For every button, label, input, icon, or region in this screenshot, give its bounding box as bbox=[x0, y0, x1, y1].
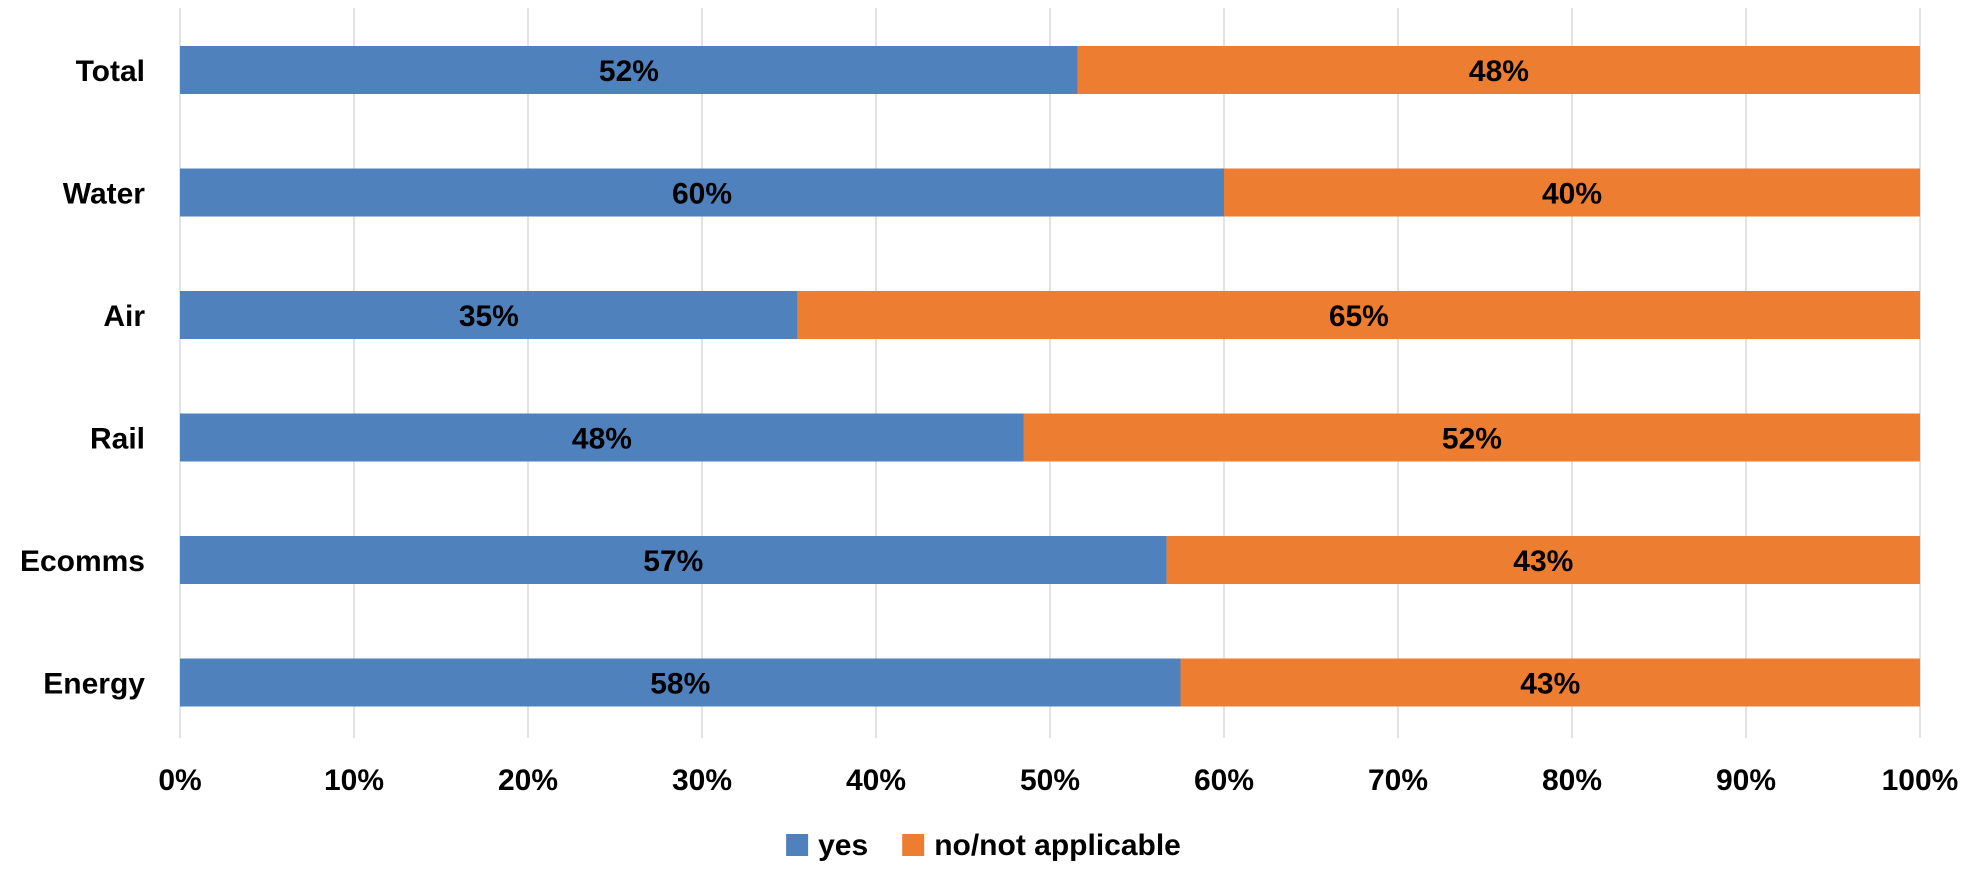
bar-segment-yes bbox=[180, 168, 1224, 217]
x-tick-label: 40% bbox=[846, 764, 906, 797]
data-label: 57% bbox=[643, 545, 703, 578]
x-tick-label: 70% bbox=[1368, 764, 1428, 797]
gridlines bbox=[179, 8, 1921, 738]
legend-swatch bbox=[902, 834, 925, 856]
bar-segment-yes bbox=[180, 658, 1181, 707]
bar-segment-yes bbox=[180, 291, 798, 339]
bar-segment-no-not-applicable bbox=[1166, 536, 1920, 584]
bar-segment-yes bbox=[180, 46, 1078, 94]
data-label: 52% bbox=[599, 55, 659, 88]
x-tick-label: 0% bbox=[158, 764, 201, 797]
bar-segment-no-not-applicable bbox=[1224, 168, 1920, 217]
data-label: 35% bbox=[459, 300, 519, 333]
bar-segment-no-not-applicable bbox=[1023, 413, 1920, 462]
legend-label: yes bbox=[818, 829, 868, 862]
x-tick-label: 60% bbox=[1194, 764, 1254, 797]
legend-item-yes: yes bbox=[786, 829, 868, 862]
bar-segment-yes bbox=[180, 413, 1024, 462]
x-tick-label: 80% bbox=[1542, 764, 1602, 797]
x-tick-label: 90% bbox=[1716, 764, 1776, 797]
data-label: 58% bbox=[650, 668, 710, 701]
category-label: Total bbox=[76, 55, 145, 88]
legend: yes no/not applicable bbox=[786, 829, 1181, 862]
legend-label: no/not applicable bbox=[934, 829, 1181, 862]
category-label: Air bbox=[103, 300, 145, 333]
x-tick-label: 50% bbox=[1020, 764, 1080, 797]
x-tick-label: 20% bbox=[498, 764, 558, 797]
bar-segment-no-not-applicable bbox=[797, 291, 1921, 339]
legend-item-no-not-applicable: no/not applicable bbox=[902, 829, 1181, 862]
category-label: Rail bbox=[90, 423, 145, 456]
data-label: 48% bbox=[572, 423, 632, 456]
data-label: 40% bbox=[1542, 178, 1602, 211]
x-tick-label: 30% bbox=[672, 764, 732, 797]
bars bbox=[180, 46, 1921, 707]
value-axis: 0% 10% 20% 30% 40% 50% 60% 70% 80% 90% 100% bbox=[158, 764, 1958, 797]
bar-segment-no-not-applicable bbox=[1077, 46, 1920, 94]
category-label: Energy bbox=[43, 668, 145, 701]
data-label: 43% bbox=[1520, 668, 1580, 701]
category-label: Water bbox=[63, 178, 146, 211]
x-tick-label: 10% bbox=[324, 764, 384, 797]
x-tick-label: 100% bbox=[1882, 764, 1959, 797]
data-label: 43% bbox=[1513, 545, 1573, 578]
bar-segment-no-not-applicable bbox=[1180, 658, 1920, 707]
data-labels: 52% 48% 60% 40% 35% 65% 48% 52% 57% 43% 58% 43% bbox=[459, 55, 1602, 701]
bar-segment-yes bbox=[180, 536, 1167, 584]
legend-swatch bbox=[786, 834, 809, 856]
category-axis: Total Water Air Rail Ecomms Energy bbox=[20, 55, 145, 701]
category-label: Ecomms bbox=[20, 545, 145, 578]
data-label: 52% bbox=[1442, 423, 1502, 456]
data-label: 48% bbox=[1469, 55, 1529, 88]
data-label: 65% bbox=[1329, 300, 1389, 333]
data-label: 60% bbox=[672, 178, 732, 211]
